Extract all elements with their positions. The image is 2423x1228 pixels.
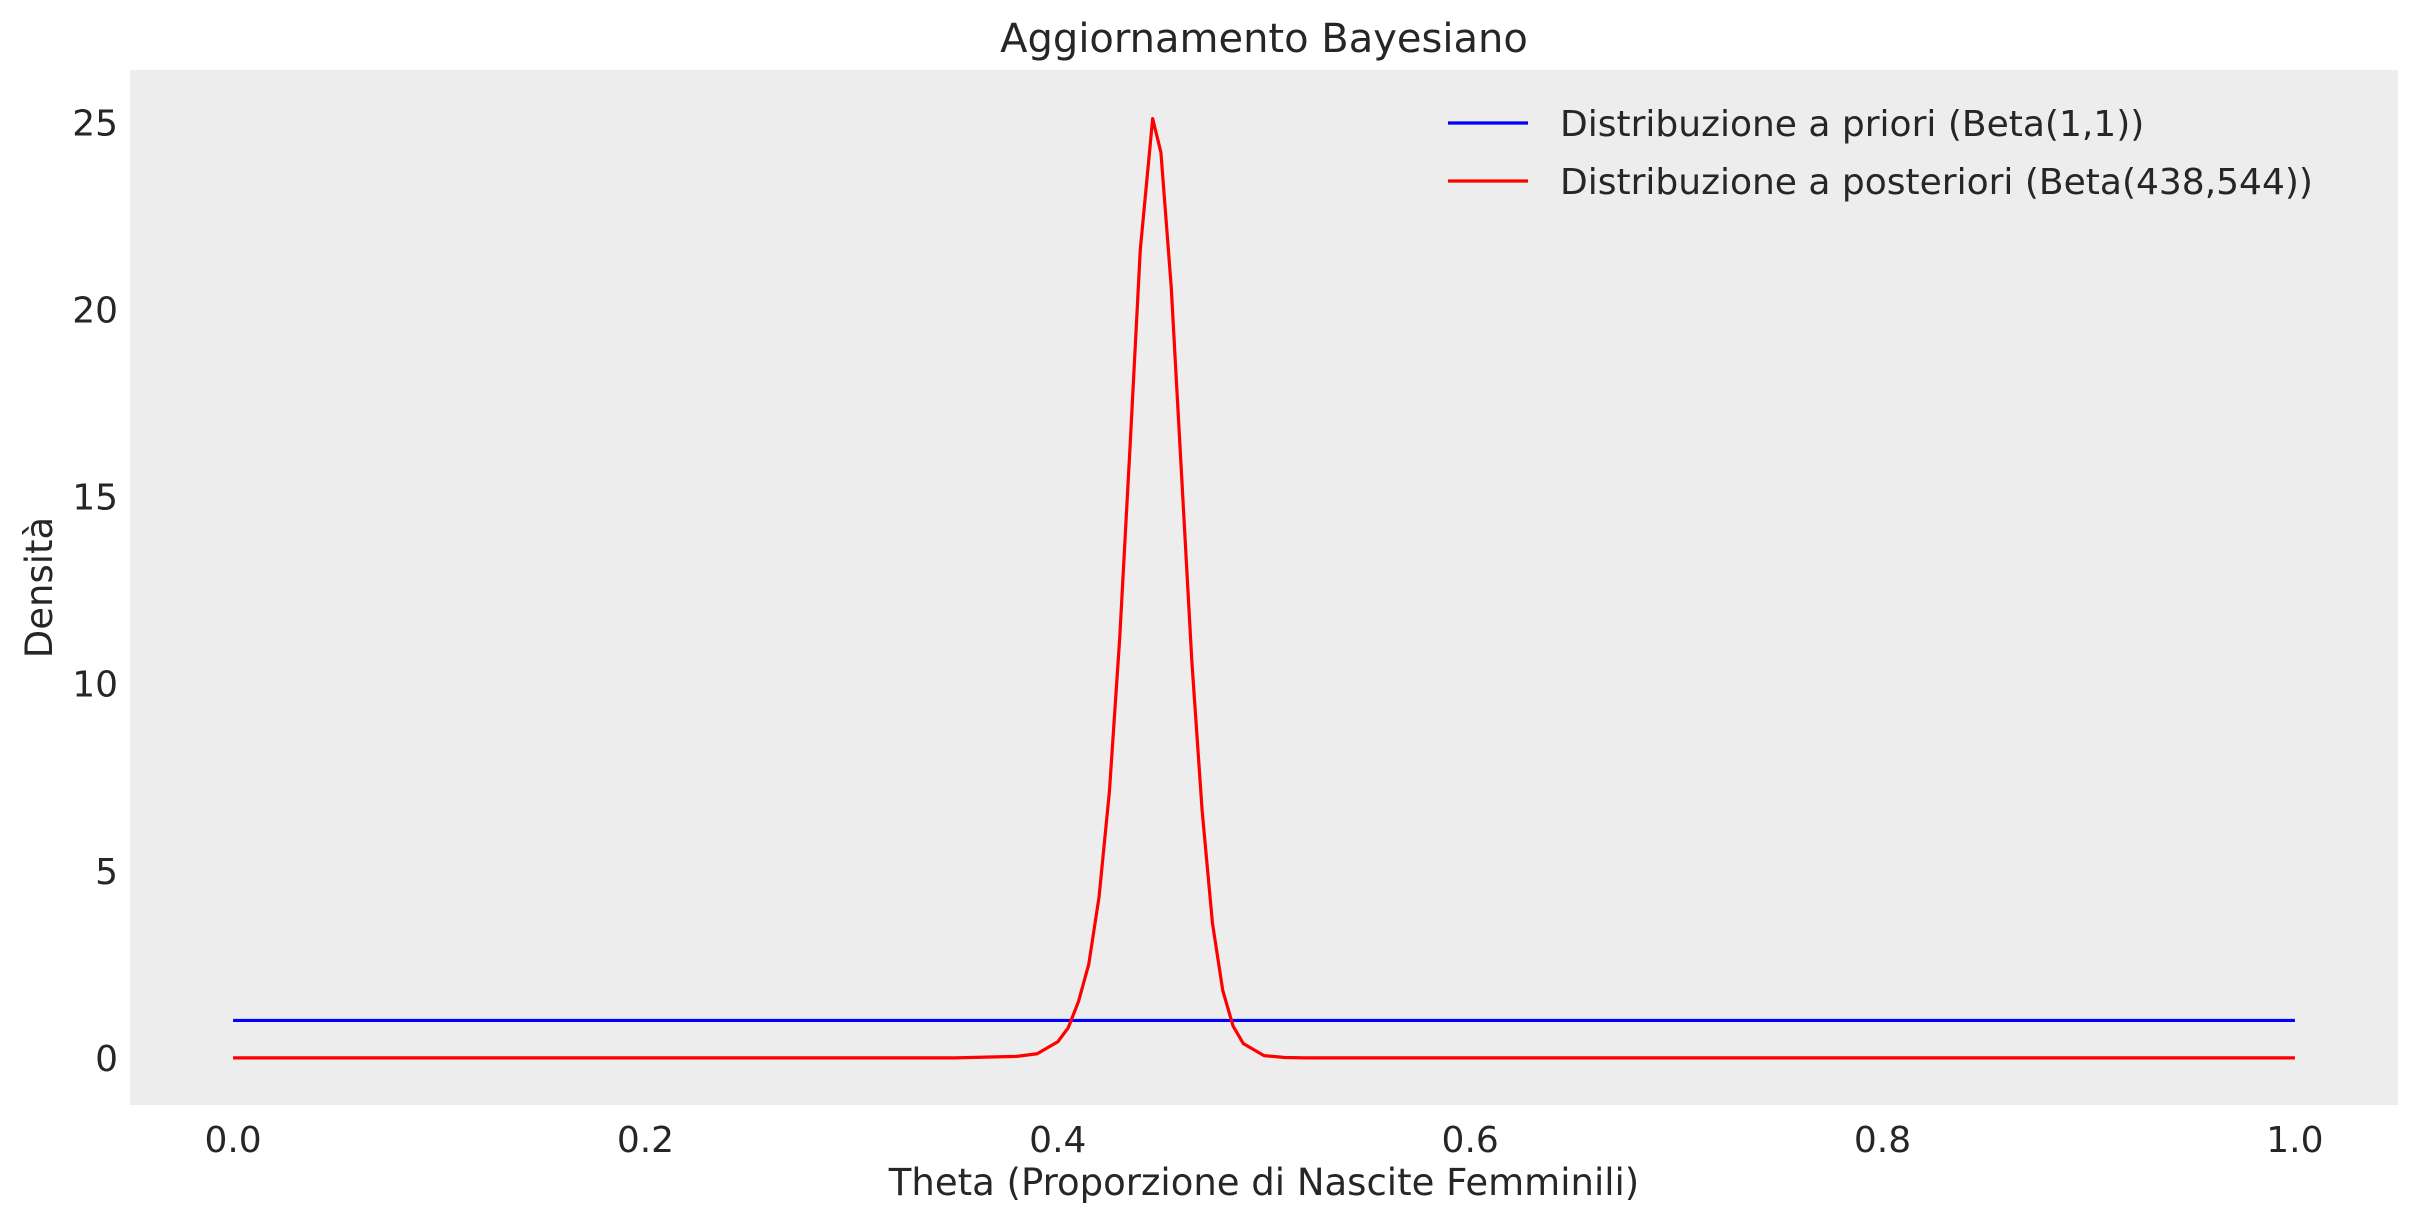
x-tick-label: 0.2 bbox=[617, 1120, 674, 1161]
x-axis-label: Theta (Proporzione di Nascite Femminili) bbox=[888, 1161, 1639, 1204]
y-tick-label: 10 bbox=[72, 665, 118, 706]
y-axis-label: Densità bbox=[18, 517, 61, 658]
y-axis-ticks: 0 5 10 15 20 25 bbox=[72, 103, 118, 1079]
y-tick-label: 20 bbox=[72, 290, 118, 331]
x-tick-label: 0.8 bbox=[1854, 1120, 1911, 1161]
x-tick-label: 1.0 bbox=[2266, 1120, 2323, 1161]
legend: Distribuzione a priori (Beta(1,1)) Distri… bbox=[1448, 104, 2313, 203]
x-tick-label: 0.4 bbox=[1029, 1120, 1086, 1161]
legend-label-1: Distribuzione a posteriori (Beta(438,544… bbox=[1560, 162, 2313, 203]
y-tick-label: 5 bbox=[95, 852, 118, 893]
x-tick-label: 0.0 bbox=[204, 1120, 261, 1161]
x-axis-ticks: 0.0 0.2 0.4 0.6 0.8 1.0 bbox=[204, 1120, 2323, 1161]
chart-title: Aggiornamento Bayesiano bbox=[1000, 16, 1528, 62]
y-tick-label: 15 bbox=[72, 478, 118, 519]
series-line-1 bbox=[233, 117, 2295, 1060]
x-tick-label: 0.6 bbox=[1442, 1120, 1499, 1161]
plot-background bbox=[130, 70, 2398, 1105]
legend-label-0: Distribuzione a priori (Beta(1,1)) bbox=[1560, 104, 2144, 145]
plot-lines bbox=[233, 117, 2295, 1060]
y-tick-label: 25 bbox=[72, 103, 118, 144]
y-tick-label: 0 bbox=[95, 1039, 118, 1080]
